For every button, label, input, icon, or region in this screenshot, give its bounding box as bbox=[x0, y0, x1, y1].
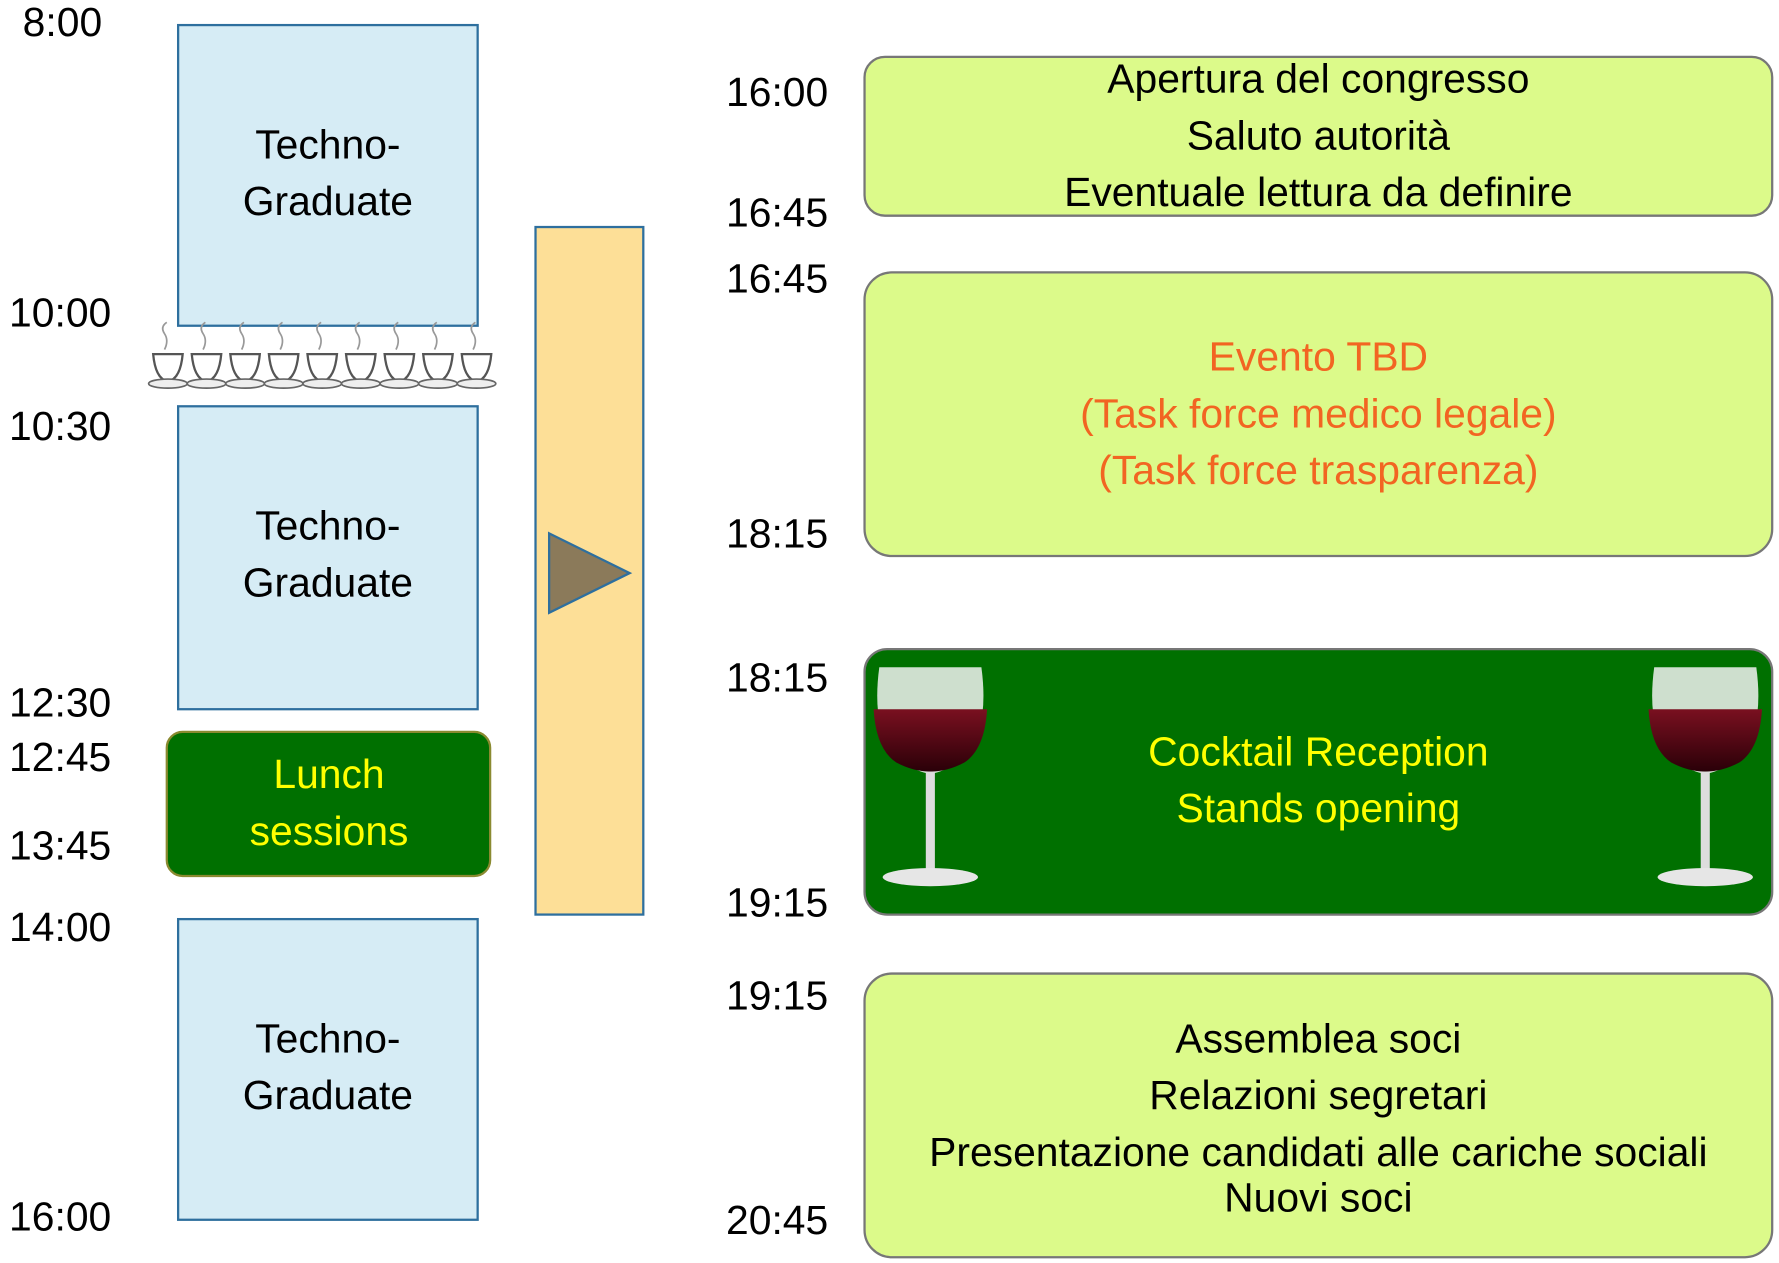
end-time: 18:15 bbox=[726, 511, 828, 557]
start-time: 16:00 bbox=[726, 69, 828, 115]
saucer bbox=[417, 378, 459, 389]
end-time: 19:15 bbox=[726, 879, 828, 925]
session-text: Presentazione candidati alle cariche soc… bbox=[929, 1129, 1707, 1175]
lunch-text: Lunch bbox=[273, 751, 384, 797]
time-label: 14:00 bbox=[9, 904, 111, 950]
session-text: Apertura del congresso bbox=[1107, 56, 1529, 102]
start-time: 16:45 bbox=[726, 255, 828, 301]
techno-block bbox=[176, 917, 479, 1221]
session-text: Relazioni segretari bbox=[1149, 1072, 1487, 1118]
lunch-block bbox=[165, 730, 492, 878]
saucer bbox=[302, 378, 343, 389]
session-box bbox=[863, 647, 1774, 916]
saucer bbox=[224, 378, 266, 389]
steam bbox=[316, 321, 322, 350]
end-time: 20:45 bbox=[726, 1197, 828, 1243]
block-text: Graduate bbox=[243, 1072, 413, 1118]
session-box bbox=[863, 972, 1774, 1259]
saucer bbox=[340, 378, 381, 389]
cup bbox=[229, 352, 262, 383]
session-text: Cocktail Reception bbox=[1148, 728, 1488, 774]
time-label: 16:00 bbox=[9, 1194, 111, 1240]
saucer bbox=[147, 378, 189, 389]
cup bbox=[267, 352, 300, 383]
steam bbox=[200, 321, 207, 350]
block-text: Graduate bbox=[243, 559, 413, 605]
time-label: 8:00 bbox=[23, 0, 102, 45]
session-box bbox=[863, 55, 1774, 217]
steam bbox=[431, 321, 438, 350]
session-text: Eventuale lettura da definire bbox=[1064, 169, 1572, 215]
block-text: Techno- bbox=[255, 503, 400, 549]
cup bbox=[190, 352, 223, 383]
cup bbox=[151, 352, 184, 383]
start-time: 19:15 bbox=[726, 972, 828, 1018]
cup bbox=[344, 352, 377, 383]
techno-block bbox=[176, 23, 479, 327]
steam bbox=[470, 321, 477, 350]
steam bbox=[393, 321, 400, 350]
arrow bbox=[547, 531, 633, 615]
session-text: Nuovi soci bbox=[1224, 1174, 1412, 1220]
time-label: 10:30 bbox=[9, 403, 111, 449]
wine-glass bbox=[873, 667, 988, 887]
session-box bbox=[863, 271, 1774, 558]
end-time: 16:45 bbox=[726, 189, 828, 235]
coffee-break bbox=[147, 321, 497, 389]
session-text: Stands opening bbox=[1176, 785, 1460, 831]
session-text: Assemblea soci bbox=[1175, 1015, 1461, 1061]
lunch-text: sessions bbox=[250, 808, 409, 854]
cup bbox=[421, 352, 454, 383]
start-time: 18:15 bbox=[726, 655, 828, 701]
cup bbox=[460, 352, 493, 383]
cup bbox=[306, 352, 339, 383]
saucer bbox=[456, 378, 497, 389]
time-label: 10:00 bbox=[9, 289, 111, 335]
steam bbox=[277, 321, 284, 350]
steam bbox=[239, 321, 245, 350]
time-label: 12:45 bbox=[9, 734, 111, 780]
block-text: Techno- bbox=[255, 1015, 400, 1061]
techno-block bbox=[176, 405, 479, 711]
time-label: 12:30 bbox=[9, 680, 111, 726]
cup bbox=[383, 352, 416, 383]
steam bbox=[354, 321, 361, 350]
session-text: (Task force trasparenza) bbox=[1098, 447, 1538, 493]
session-text: (Task force medico legale) bbox=[1080, 390, 1557, 436]
wine-glass bbox=[1648, 667, 1762, 887]
saucer bbox=[186, 378, 227, 389]
steam bbox=[161, 321, 168, 350]
time-label: 13:45 bbox=[9, 823, 111, 869]
saucer bbox=[379, 378, 420, 389]
block-text: Graduate bbox=[243, 178, 413, 224]
session-text: Saluto autorità bbox=[1187, 112, 1451, 158]
block-text: Techno- bbox=[255, 121, 400, 167]
session-text: Evento TBD bbox=[1209, 334, 1428, 380]
saucer bbox=[263, 378, 304, 389]
